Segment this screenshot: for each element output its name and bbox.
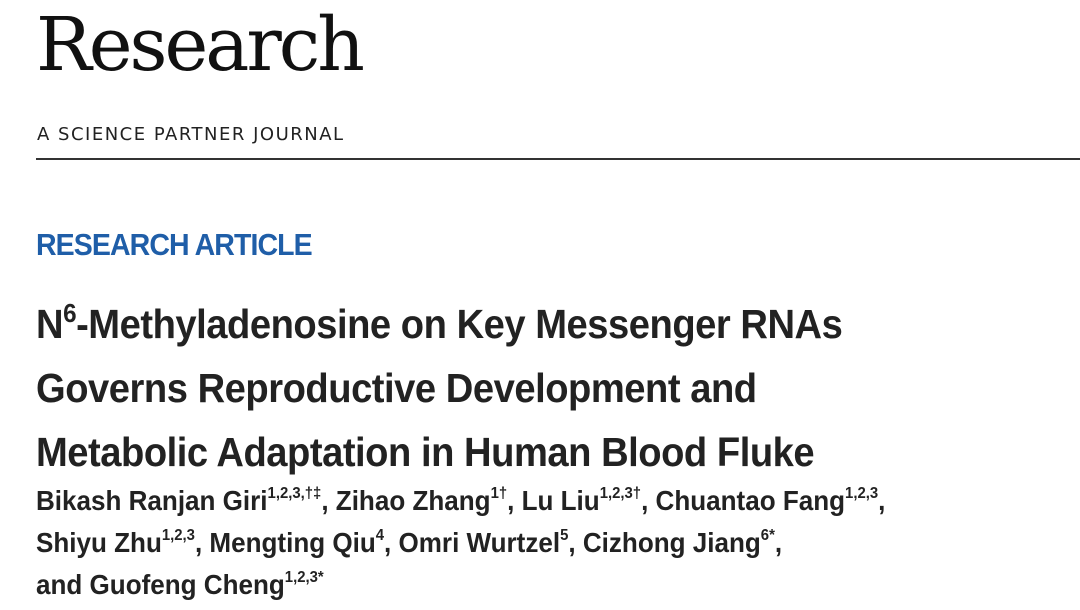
- author-affiliation: 1,2,3*: [284, 569, 324, 586]
- header-divider: [36, 158, 1080, 160]
- author-name: Bikash Ranjan Giri: [36, 485, 268, 516]
- author-separator: ,: [321, 485, 336, 516]
- author-item: Mengting Qiu4,: [209, 527, 398, 558]
- author-separator: ,: [641, 485, 656, 516]
- author-affiliation: 1†: [490, 485, 508, 502]
- author-separator: ,: [568, 527, 583, 558]
- author-item: Omri Wurtzel5,: [399, 527, 583, 558]
- author-separator: ,: [774, 527, 783, 558]
- author-item: Bikash Ranjan Giri1,2,3,†‡,: [36, 485, 336, 516]
- author-name: Cizhong Jiang: [582, 527, 761, 558]
- article-title: N6-Methyladenosine on Key Messenger RNAs…: [36, 292, 966, 484]
- author-name: Chuantao Fang: [655, 485, 846, 516]
- journal-title: Research: [36, 2, 365, 88]
- author-name: and Guofeng Cheng: [36, 569, 285, 600]
- title-prefix: N: [36, 301, 64, 347]
- author-item: Lu Liu1,2,3†,: [522, 485, 656, 516]
- title-line3: Metabolic Adaptation in Human Blood Fluk…: [36, 429, 815, 475]
- author-affiliation: 4: [375, 527, 385, 544]
- author-name: Lu Liu: [521, 485, 600, 516]
- author-separator: ,: [194, 527, 210, 558]
- author-separator: ,: [878, 485, 886, 516]
- author-separator: ,: [384, 527, 399, 558]
- author-item: Shiyu Zhu1,2,3,: [36, 527, 209, 558]
- author-affiliation: 1,2,3†: [599, 485, 642, 502]
- title-superscript: 6: [63, 298, 77, 328]
- article-type-label: RESEARCH ARTICLE: [36, 227, 313, 262]
- author-list: Bikash Ranjan Giri1,2,3,†‡, Zihao Zhang1…: [36, 480, 1050, 606]
- author-separator: ,: [507, 485, 522, 516]
- author-name: Mengting Qiu: [209, 527, 376, 558]
- author-affiliation: 1,2,3: [161, 527, 195, 544]
- author-item: Chuantao Fang1,2,3,: [656, 485, 886, 516]
- author-item: Cizhong Jiang6*,: [583, 527, 782, 558]
- author-affiliation: 5: [560, 527, 569, 544]
- author-name: Omri Wurtzel: [398, 527, 561, 558]
- author-item: Zihao Zhang1†,: [336, 485, 522, 516]
- author-item: and Guofeng Cheng1,2,3*: [36, 569, 324, 600]
- author-affiliation: 1,2,3: [845, 485, 879, 502]
- title-line1: -Methyladenosine on Key Messenger RNAs: [76, 301, 843, 347]
- author-name: Shiyu Zhu: [36, 527, 162, 558]
- title-line2: Governs Reproductive Development and: [36, 365, 757, 411]
- author-affiliation: 6*: [760, 527, 775, 544]
- author-name: Zihao Zhang: [335, 485, 491, 516]
- journal-subtitle: A SCIENCE PARTNER JOURNAL: [37, 124, 345, 145]
- author-affiliation: 1,2,3,†‡: [267, 485, 322, 502]
